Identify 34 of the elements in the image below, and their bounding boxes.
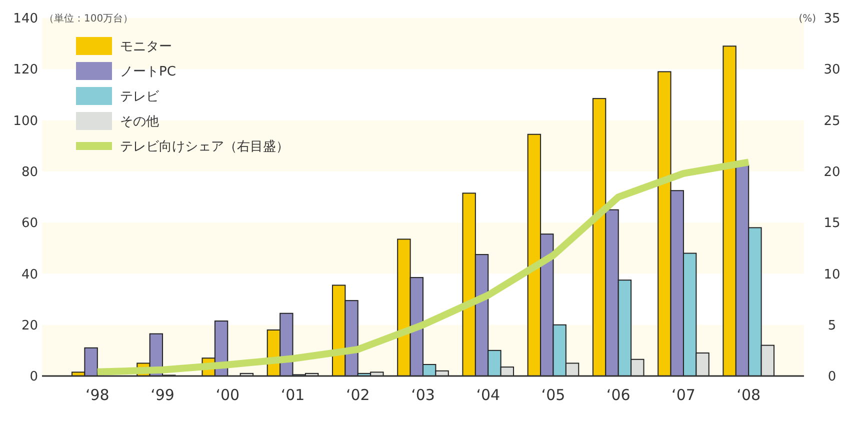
x-tick-label: ‘04 [476, 386, 500, 404]
x-tick-label: ‘98 [85, 386, 110, 404]
x-tick-label: ‘02 [346, 386, 370, 404]
y2-tick-label: 5 [828, 318, 836, 334]
legend-label: テレビ向けシェア（右目盛） [120, 140, 289, 155]
x-tick-label: ‘08 [736, 386, 761, 404]
x-tick-label: ‘05 [541, 386, 566, 404]
y-tick-label: 120 [13, 62, 38, 78]
x-tick-label: ‘03 [411, 386, 435, 404]
y2-tick-label: 25 [824, 114, 840, 129]
y2-tick-label: 35 [824, 12, 840, 27]
y2-tick-label: 15 [824, 216, 840, 232]
y2-axis-title: (%) [798, 14, 816, 24]
y-tick-label: 0 [30, 370, 38, 385]
x-tick-label: ‘01 [280, 386, 305, 404]
legend-label: テレビ [120, 90, 160, 105]
legend-label: モニター [120, 40, 172, 55]
y-tick-label: 60 [21, 216, 38, 232]
legend-label: ノートPC [120, 64, 176, 80]
x-tick-label: ‘99 [150, 386, 174, 404]
y-axis-title: （単位：100万台） [44, 12, 134, 24]
y2-tick-label: 0 [828, 370, 836, 385]
y-tick-label: 80 [21, 164, 38, 180]
x-tick-label: ‘07 [672, 386, 696, 404]
x-tick-label: ‘00 [216, 386, 240, 404]
y-tick-label: 40 [21, 267, 38, 282]
y-tick-label: 100 [13, 114, 38, 129]
y2-tick-label: 10 [824, 267, 840, 282]
legend-label: その他 [120, 114, 159, 130]
y-tick-label: 140 [13, 12, 38, 27]
y-tick-label: 20 [21, 318, 38, 334]
y2-tick-label: 20 [824, 164, 840, 180]
x-tick-label: ‘06 [606, 386, 630, 404]
y2-tick-label: 30 [824, 62, 840, 78]
